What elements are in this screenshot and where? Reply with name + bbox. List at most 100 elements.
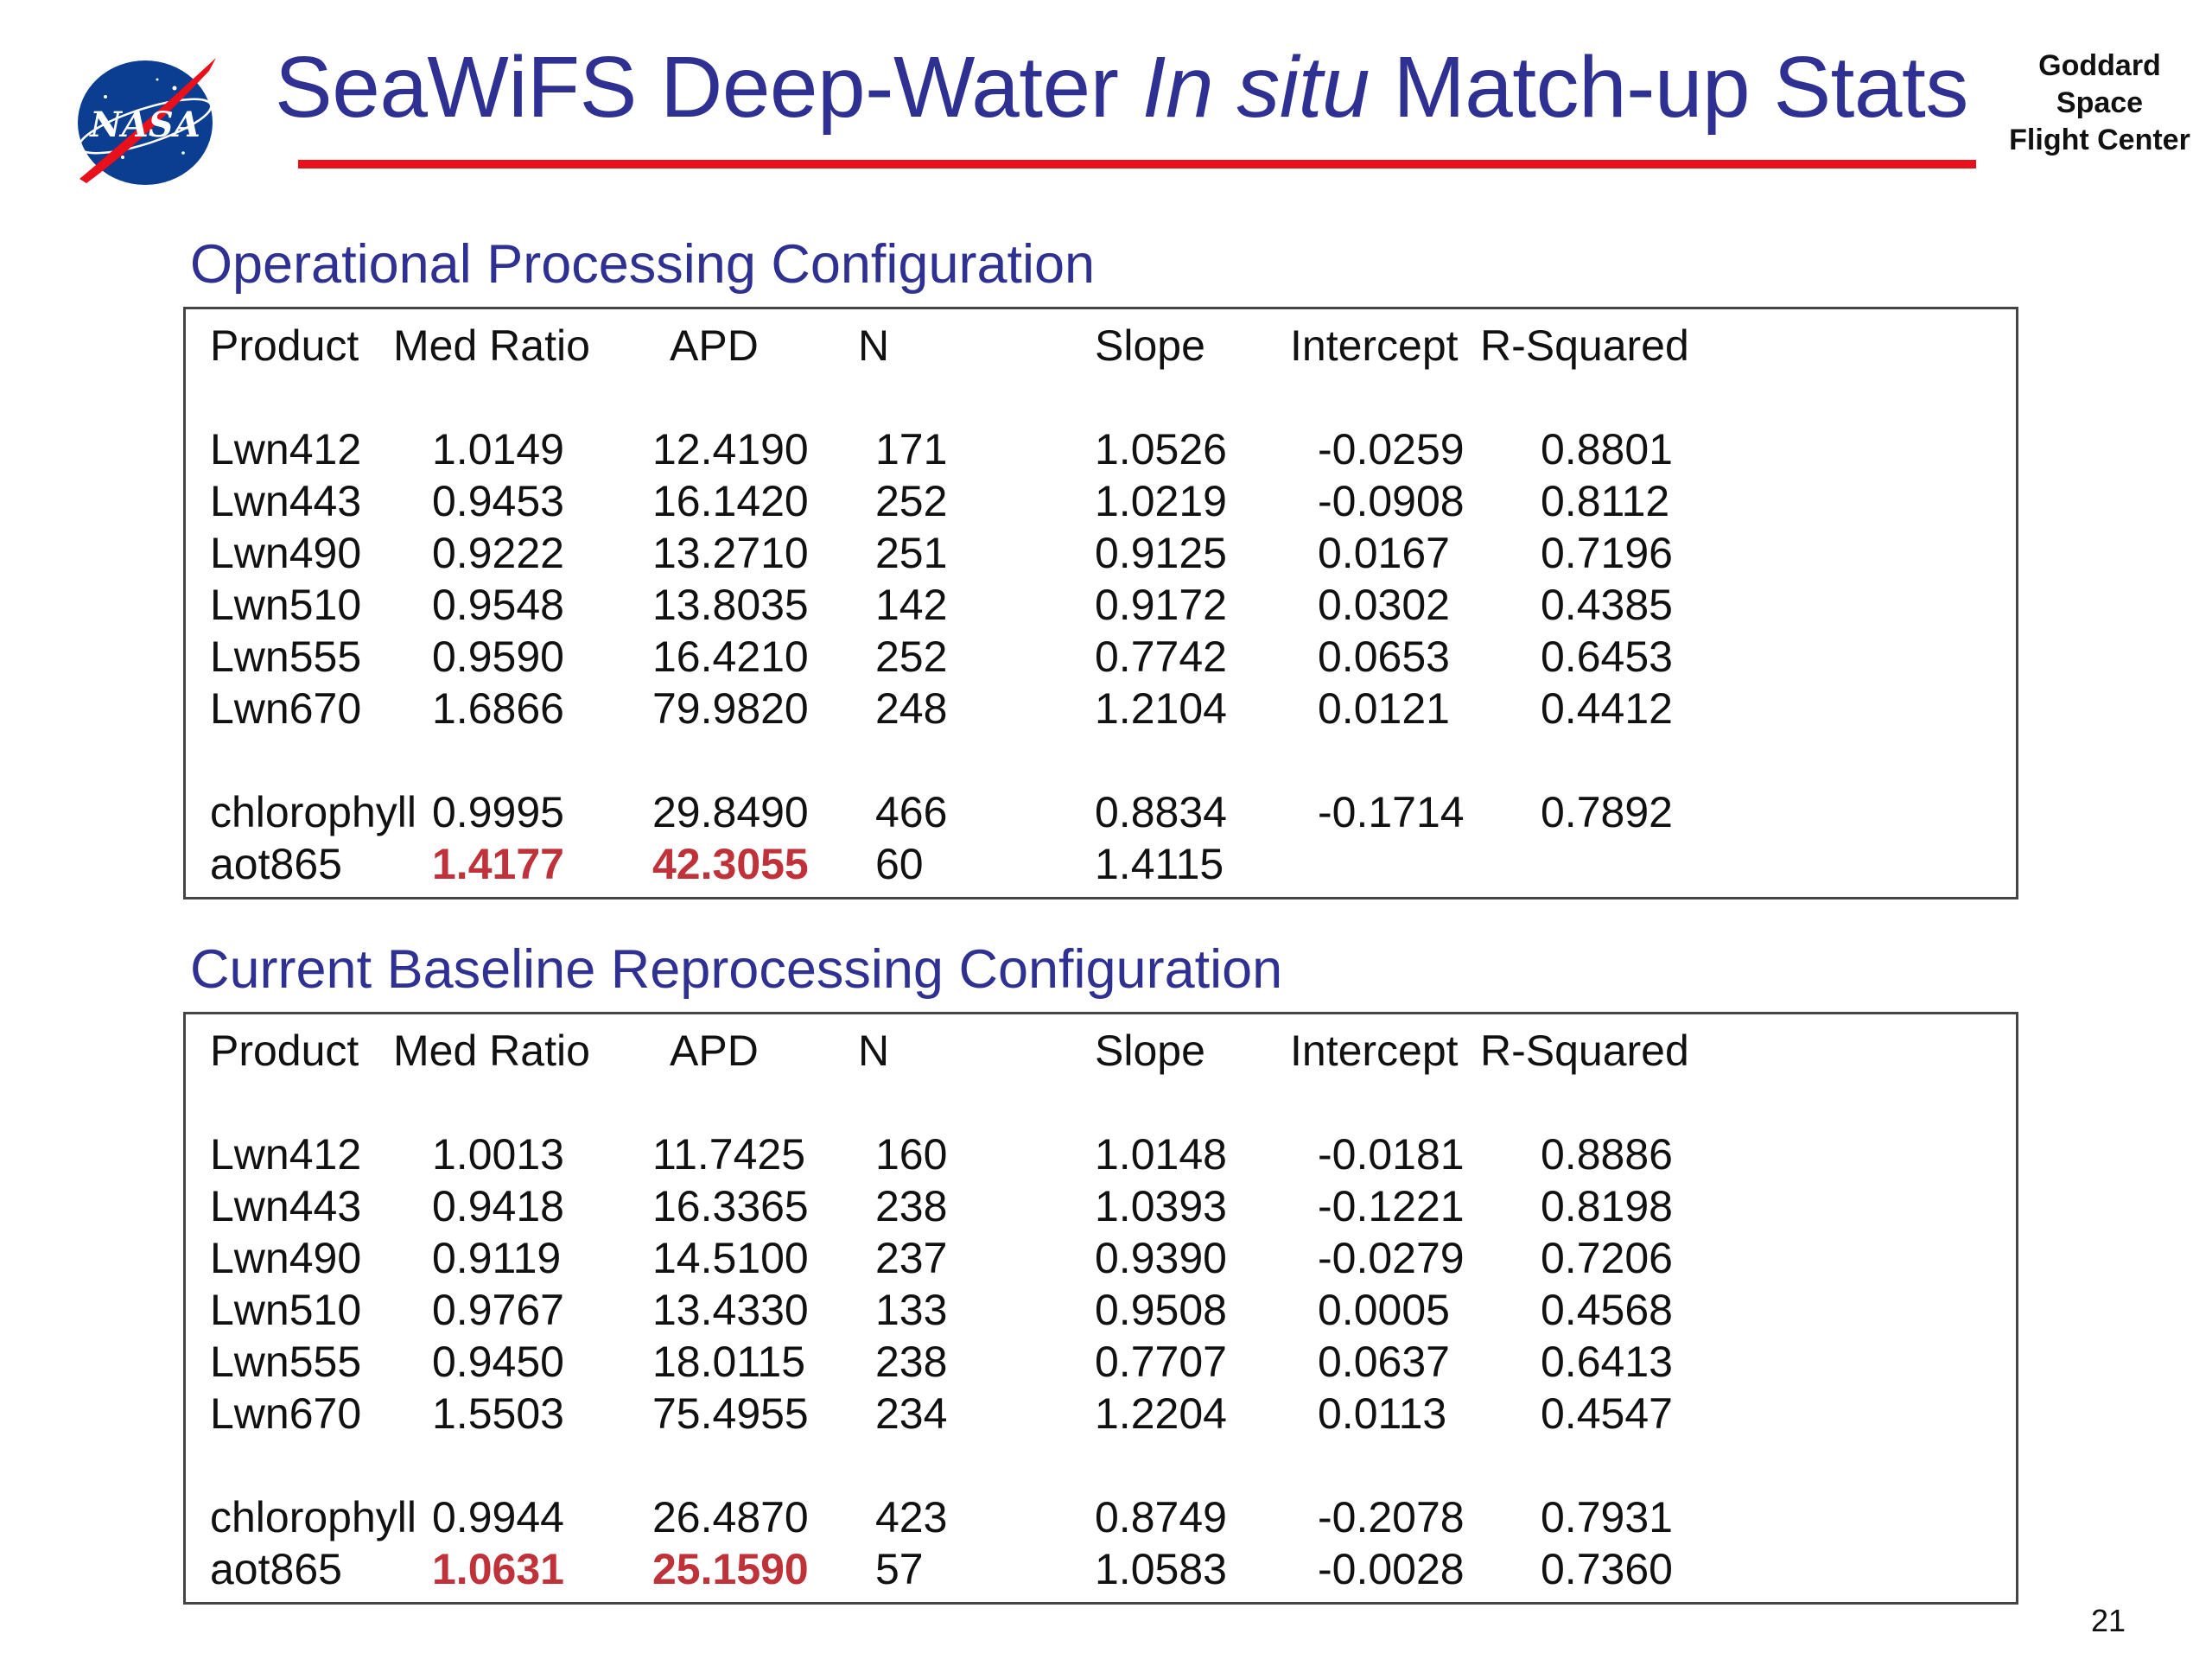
table-cell: 1.0583 <box>1095 1545 1227 1593</box>
column-header: N <box>858 1027 890 1075</box>
product-name: Lwn510 <box>210 581 362 629</box>
table-cell: 238 <box>875 1338 948 1386</box>
product-name: Lwn443 <box>210 1182 362 1230</box>
table-cell: 0.0121 <box>1318 684 1450 733</box>
column-header: Intercept <box>1290 321 1459 370</box>
table-cell: 1.0393 <box>1095 1182 1227 1230</box>
product-name: Lwn412 <box>210 425 362 474</box>
table-cell: 29.8490 <box>652 788 809 836</box>
table-cell: 1.0149 <box>432 425 564 474</box>
table-cell: -0.1221 <box>1318 1182 1465 1230</box>
table-cell: 1.2204 <box>1095 1389 1227 1438</box>
reprocessing-section-title: Current Baseline Reprocessing Configurat… <box>190 939 1283 1000</box>
table-cell: 0.7931 <box>1541 1493 1673 1541</box>
table-cell: 0.9222 <box>432 529 564 577</box>
table-cell: 0.9590 <box>432 632 564 681</box>
table-cell: 0.7206 <box>1541 1234 1673 1282</box>
table-cell: 0.9125 <box>1095 529 1227 577</box>
table-cell: 1.4115 <box>1095 840 1224 888</box>
table-cell: 0.8801 <box>1541 425 1673 474</box>
table-cell: 0.9548 <box>432 581 564 629</box>
title-underline <box>298 160 1976 168</box>
table-cell: 42.3055 <box>652 840 809 888</box>
table-cell: 248 <box>875 684 948 733</box>
table-cell: 238 <box>875 1182 948 1230</box>
column-header: Product <box>210 321 359 370</box>
column-header: Med Ratio <box>393 321 590 370</box>
table-cell: 0.4568 <box>1541 1286 1673 1334</box>
table-cell: 12.4190 <box>652 425 809 474</box>
table-cell: -0.1714 <box>1318 788 1465 836</box>
table-cell: 1.0526 <box>1095 425 1227 474</box>
table-cell: -0.0028 <box>1318 1545 1465 1593</box>
table-cell: 13.8035 <box>652 581 809 629</box>
column-header: Slope <box>1095 321 1205 370</box>
table-cell: 0.9453 <box>432 477 564 525</box>
title-italic: In situ <box>1141 39 1370 136</box>
table-cell: 0.6413 <box>1541 1338 1673 1386</box>
column-header: APD <box>670 1027 759 1075</box>
table-cell: 16.3365 <box>652 1182 809 1230</box>
gsfc-label: Goddard Space Flight Center <box>2000 48 2199 159</box>
table-cell: 16.4210 <box>652 632 809 681</box>
product-name: Lwn670 <box>210 684 362 733</box>
table-cell: 0.9119 <box>432 1234 562 1282</box>
table-cell: 234 <box>875 1389 948 1438</box>
operational-section-title: Operational Processing Configuration <box>190 234 1096 295</box>
title-part-2: Match-up Stats <box>1370 39 1968 136</box>
table-cell: 0.7196 <box>1541 529 1673 577</box>
nasa-logo-text: NASA <box>88 105 200 145</box>
product-name: Lwn443 <box>210 477 362 525</box>
product-name: Lwn412 <box>210 1130 362 1179</box>
table-cell: 0.7742 <box>1095 632 1227 681</box>
table-cell: 171 <box>875 425 948 474</box>
product-name: Lwn555 <box>210 632 362 681</box>
table-cell: 0.9767 <box>432 1286 564 1334</box>
table-cell: 1.0219 <box>1095 477 1227 525</box>
table-cell: 75.4955 <box>652 1389 809 1438</box>
table-cell: 16.1420 <box>652 477 809 525</box>
product-name: Lwn490 <box>210 1234 362 1282</box>
operational-stats-table: Product Med Ratio APD N Slope Intercept R-Squa… <box>183 307 2018 899</box>
table-cell: 1.0631 <box>432 1545 564 1593</box>
table-cell: 142 <box>875 581 948 629</box>
column-header: R-Squared <box>1480 1027 1689 1075</box>
table-cell: 133 <box>875 1286 948 1334</box>
table-cell: 0.7892 <box>1541 788 1673 836</box>
org-line-2: Space <box>2056 86 2144 119</box>
table-cell: 0.0302 <box>1318 581 1450 629</box>
table-cell: 11.7425 <box>652 1130 806 1179</box>
table-cell: 0.9450 <box>432 1338 564 1386</box>
column-header: APD <box>670 321 759 370</box>
table-cell: 0.8886 <box>1541 1130 1673 1179</box>
column-header: R-Squared <box>1480 321 1689 370</box>
table-cell: 466 <box>875 788 948 836</box>
column-header: Intercept <box>1290 1027 1459 1075</box>
org-line-1: Goddard <box>2038 49 2161 82</box>
product-name: aot865 <box>210 1545 342 1593</box>
table-cell: 1.6866 <box>432 684 564 733</box>
table-cell: -0.0259 <box>1318 425 1465 474</box>
table-cell: 0.0653 <box>1318 632 1450 681</box>
table-cell: 0.8112 <box>1541 477 1670 525</box>
table-cell: 14.5100 <box>652 1234 809 1282</box>
table-cell: 60 <box>875 840 924 888</box>
product-name: Lwn555 <box>210 1338 362 1386</box>
org-line-3: Flight Center <box>2009 124 2190 156</box>
title-part-1: SeaWiFS Deep-Water <box>275 39 1142 136</box>
table-cell: 25.1590 <box>652 1545 809 1593</box>
column-header: Product <box>210 1027 359 1075</box>
table-cell: 237 <box>875 1234 948 1282</box>
table-cell: 0.9944 <box>432 1493 564 1541</box>
product-name: chlorophyll <box>210 1493 417 1541</box>
product-name: Lwn670 <box>210 1389 362 1438</box>
table-cell: 1.5503 <box>432 1389 564 1438</box>
table-cell: 1.0148 <box>1095 1130 1227 1179</box>
table-cell: 0.9508 <box>1095 1286 1227 1334</box>
page-title: SeaWiFS Deep-Water In situ Match-up Stat… <box>275 38 1968 137</box>
product-name: Lwn490 <box>210 529 362 577</box>
table-cell: -0.2078 <box>1318 1493 1465 1541</box>
reprocessing-stats-table: Product Med Ratio APD N Slope Intercept R-Squa… <box>183 1012 2018 1605</box>
column-header: Med Ratio <box>393 1027 590 1075</box>
table-cell: 0.9172 <box>1095 581 1227 629</box>
